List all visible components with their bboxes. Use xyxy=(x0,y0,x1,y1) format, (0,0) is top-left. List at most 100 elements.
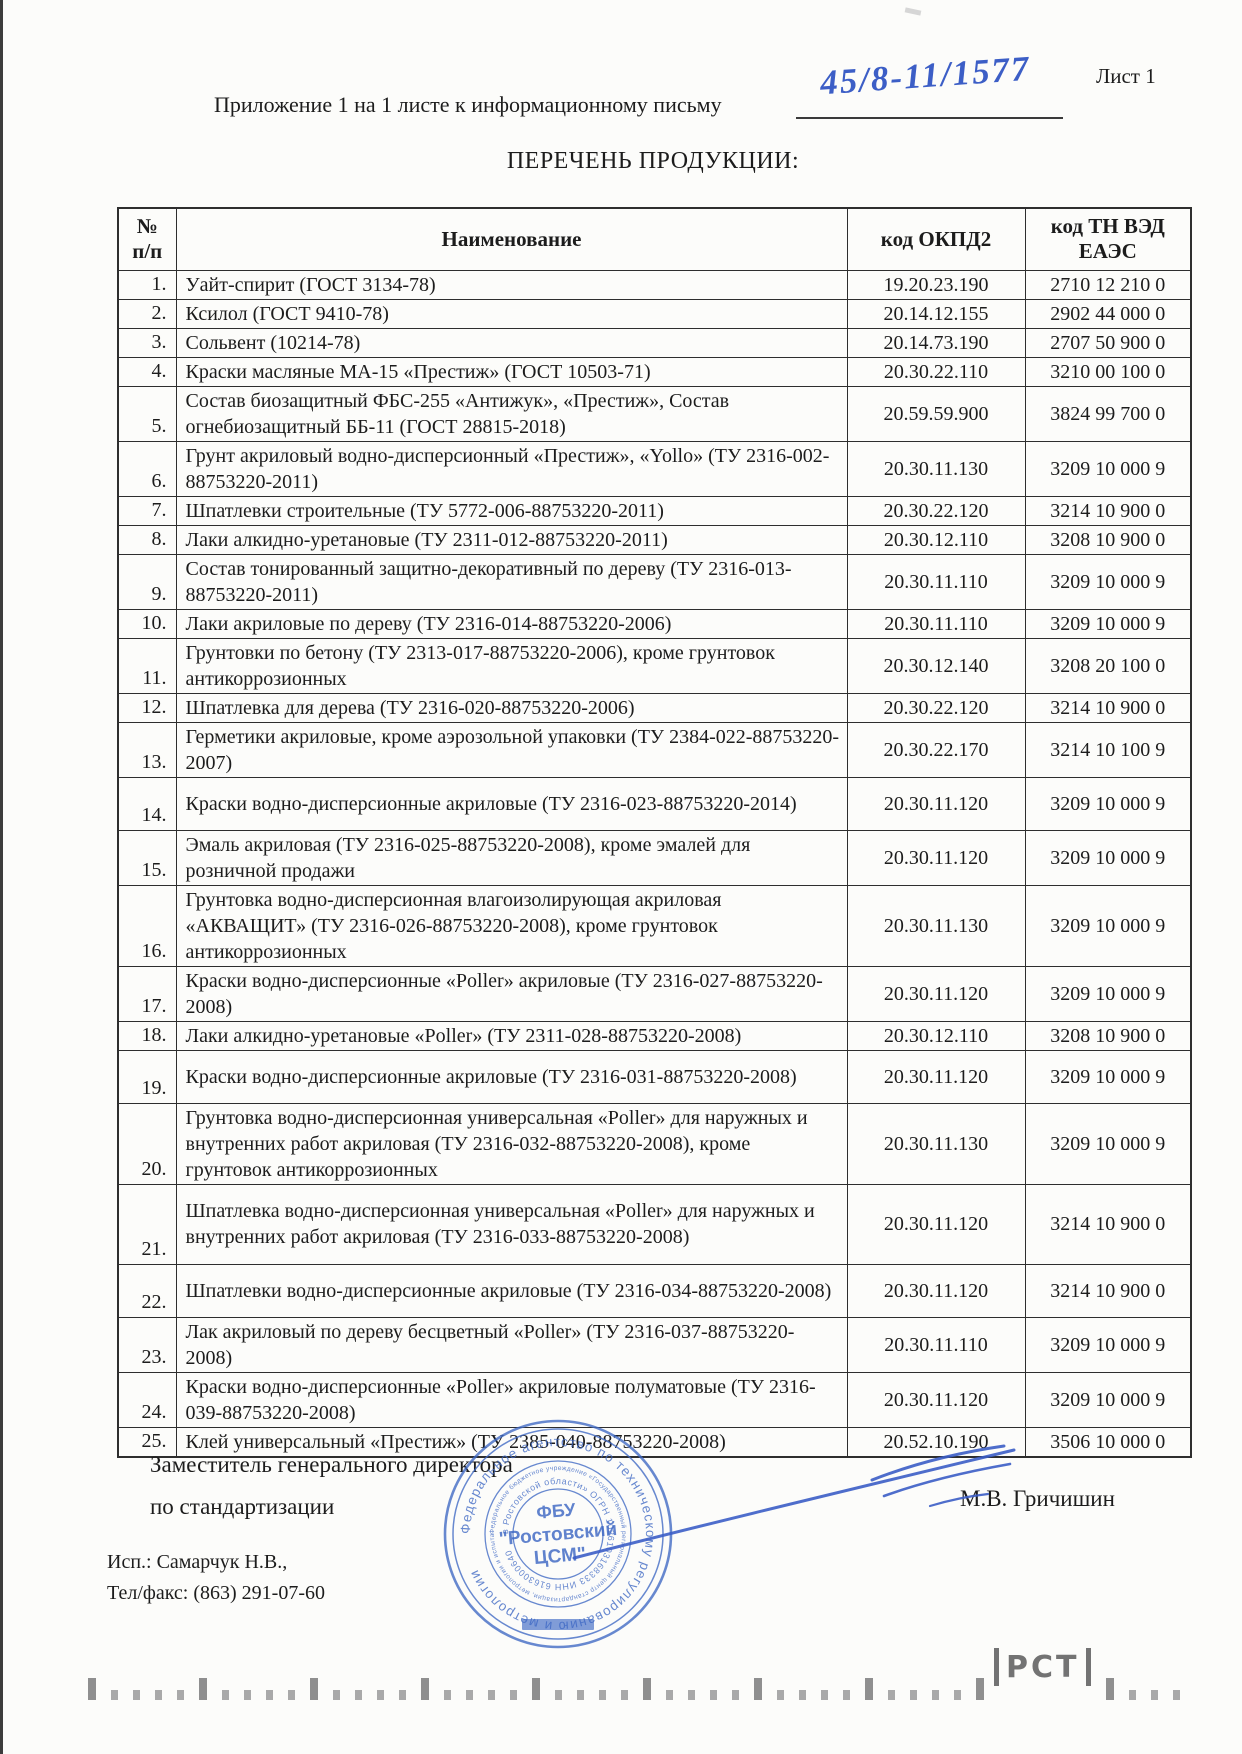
cell-product-name: Грунтовка водно-дисперсионная универсаль… xyxy=(175,1102,848,1185)
cell-okpd2-code: 20.30.22.110 xyxy=(846,356,1026,387)
cell-product-name: Шпатлевки водно-дисперсионные акриловые … xyxy=(175,1263,848,1318)
barcode-tick xyxy=(577,1690,584,1700)
table-header-row: № п/п Наименование код ОКПД2 код ТН ВЭД … xyxy=(117,207,1192,271)
table-row: 17. Краски водно-дисперсионные «Poller» а… xyxy=(117,965,1192,1022)
column-header-num-bottom: п/п xyxy=(132,239,163,264)
cell-okpd2-code: 20.30.22.120 xyxy=(846,692,1026,723)
cell-tnved-code: 3208 10 900 0 xyxy=(1024,1020,1192,1051)
cell-okpd2-code: 20.30.11.120 xyxy=(846,1371,1026,1428)
cell-okpd2-code: 20.30.11.130 xyxy=(846,440,1026,497)
appendix-line: Приложение 1 на 1 листе к информационном… xyxy=(214,92,722,117)
cell-okpd2-code: 20.30.12.110 xyxy=(846,1020,1026,1051)
barcode-tick xyxy=(310,1678,318,1700)
cell-tnved-code: 3208 20 100 0 xyxy=(1024,637,1192,694)
cell-product-name: Краски масляные МА-15 «Престиж» (ГОСТ 10… xyxy=(175,356,848,387)
cell-row-number: 4. xyxy=(117,356,177,387)
barcode-tick xyxy=(488,1690,495,1700)
cell-tnved-code: 3209 10 000 9 xyxy=(1024,440,1192,497)
barcode-tick xyxy=(532,1678,540,1700)
cell-okpd2-code: 20.14.12.155 xyxy=(846,298,1026,329)
cell-product-name: Состав биозащитный ФБС-255 «Антижук», «П… xyxy=(175,385,848,442)
barcode-tick xyxy=(444,1690,451,1700)
cell-tnved-code: 3214 10 900 0 xyxy=(1024,1183,1192,1265)
barcode-tick xyxy=(732,1690,739,1700)
rst-mark: РСТ xyxy=(994,1648,1092,1686)
cell-product-name: Грунтовки по бетону (ТУ 2313-017-8875322… xyxy=(175,637,848,694)
cell-product-name: Краски водно-дисперсионные «Poller» акри… xyxy=(175,1371,848,1428)
cell-tnved-code: 3214 10 900 0 xyxy=(1024,1263,1192,1318)
cell-tnved-code: 3209 10 000 9 xyxy=(1024,553,1192,610)
cell-tnved-code: 3824 99 700 0 xyxy=(1024,385,1192,442)
cell-row-number: 23. xyxy=(117,1316,177,1373)
table-row: 2. Ксилол (ГОСТ 9410-78) 20.14.12.155 2902 … xyxy=(117,298,1192,329)
cell-okpd2-code: 19.20.23.190 xyxy=(846,269,1026,300)
executor-line: Исп.: Самарчук Н.В., xyxy=(107,1551,288,1573)
barcode-tick xyxy=(821,1690,828,1700)
barcode-tick xyxy=(1151,1690,1158,1700)
barcode-tick xyxy=(377,1690,384,1700)
cell-tnved-code: 3209 10 000 9 xyxy=(1024,965,1192,1022)
table-row: 3. Сольвент (10214-78) 20.14.73.190 2707 50… xyxy=(117,327,1192,358)
cell-okpd2-code: 20.30.11.120 xyxy=(846,1183,1026,1265)
cell-row-number: 7. xyxy=(117,495,177,526)
barcode-tick xyxy=(466,1690,473,1700)
cell-row-number: 13. xyxy=(117,721,177,778)
cell-row-number: 21. xyxy=(117,1183,177,1265)
cell-tnved-code: 3209 10 000 9 xyxy=(1024,776,1192,831)
column-header-num-top: № xyxy=(136,214,158,239)
barcode-tick xyxy=(111,1690,118,1700)
table-row: 15. Эмаль акриловая (ТУ 2316-025-88753220… xyxy=(117,829,1192,886)
barcode-tick xyxy=(799,1690,806,1700)
barcode-tick xyxy=(555,1690,562,1700)
barcode-tick xyxy=(88,1678,96,1700)
table-row: 4. Краски масляные МА-15 «Престиж» (ГОСТ … xyxy=(117,356,1192,387)
barcode-tick xyxy=(399,1690,406,1700)
table-row: 23. Лак акриловый по дереву бесцветный «P… xyxy=(117,1316,1192,1373)
rst-bar-right xyxy=(1086,1648,1092,1686)
cell-okpd2-code: 20.30.11.110 xyxy=(846,1316,1026,1373)
cell-tnved-code: 2902 44 000 0 xyxy=(1024,298,1192,329)
barcode-tick xyxy=(421,1678,429,1700)
table-row: 12. Шпатлевка для дерева (ТУ 2316-020-887… xyxy=(117,692,1192,723)
svg-text:ФБУ: ФБУ xyxy=(536,1499,577,1522)
table-row: 5. Состав биозащитный ФБС-255 «Антижук», … xyxy=(117,385,1192,442)
cell-row-number: 1. xyxy=(117,269,177,300)
sheet-number-label: Лист 1 xyxy=(1096,64,1156,88)
cell-row-number: 20. xyxy=(117,1102,177,1185)
cell-tnved-code: 3214 10 100 9 xyxy=(1024,721,1192,778)
barcode-tick xyxy=(244,1690,251,1700)
table-row: 9. Состав тонированный защитно-декоративн… xyxy=(117,553,1192,610)
document-title: ПЕРЕЧЕНЬ ПРОДУКЦИИ: xyxy=(506,148,800,174)
barcode-tick xyxy=(1173,1690,1180,1700)
barcode-tick xyxy=(843,1690,850,1700)
cell-product-name: Лаки алкидно-уретановые (ТУ 2311-012-887… xyxy=(175,524,848,555)
stamp-center-text: ФБУ "Ростовский ЦСМ" xyxy=(498,1499,618,1569)
barcode-tick xyxy=(510,1690,517,1700)
cell-product-name: Шпатлевки строительные (ТУ 5772-006-8875… xyxy=(175,495,848,526)
rst-bar-left xyxy=(994,1648,999,1686)
barcode-tick xyxy=(155,1690,162,1700)
table-row: 18. Лаки алкидно-уретановые «Poller» (ТУ … xyxy=(117,1020,1192,1051)
cell-row-number: 2. xyxy=(117,298,177,329)
cell-row-number: 10. xyxy=(117,608,177,639)
cell-tnved-code: 3214 10 900 0 xyxy=(1024,692,1192,723)
column-header-tnved-bottom: ЕАЭС xyxy=(1078,239,1137,264)
letter-number-underline xyxy=(796,117,1063,119)
cell-product-name: Краски водно-дисперсионные акриловые (ТУ… xyxy=(175,1049,848,1104)
cell-tnved-code: 2710 12 210 0 xyxy=(1024,269,1192,300)
barcode-tick xyxy=(932,1690,939,1700)
cell-row-number: 16. xyxy=(117,884,177,967)
barcode-tick xyxy=(222,1690,229,1700)
barcode-strip-right xyxy=(1106,1678,1195,1700)
table-row: 8. Лаки алкидно-уретановые (ТУ 2311-012-8… xyxy=(117,524,1192,555)
cell-okpd2-code: 20.30.12.140 xyxy=(846,637,1026,694)
cell-row-number: 22. xyxy=(117,1263,177,1318)
cell-okpd2-code: 20.30.22.170 xyxy=(846,721,1026,778)
cell-okpd2-code: 20.30.11.120 xyxy=(846,1263,1026,1318)
table-row: 13. Герметики акриловые, кроме аэрозольно… xyxy=(117,721,1192,778)
cell-row-number: 24. xyxy=(117,1371,177,1428)
barcode-tick xyxy=(888,1690,895,1700)
cell-row-number: 3. xyxy=(117,327,177,358)
barcode-tick xyxy=(266,1690,273,1700)
products-table-body: 1. Уайт-спирит (ГОСТ 3134-78) 19.20.23.190… xyxy=(117,269,1192,1458)
